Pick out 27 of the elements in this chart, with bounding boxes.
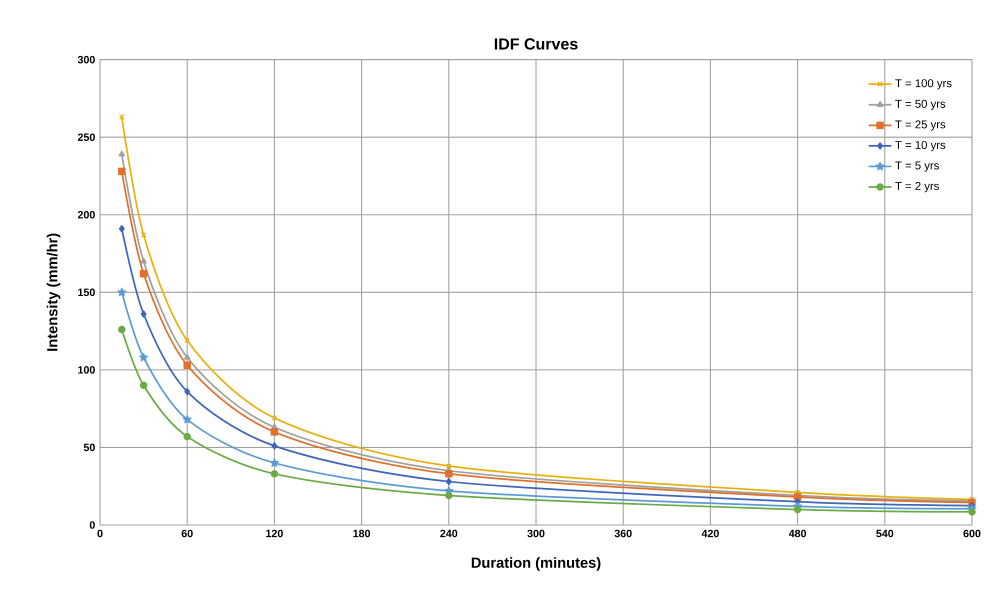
y-tick-label: 250: [78, 133, 95, 141]
x-tick-label: 180: [353, 530, 370, 538]
x-tick-label: 0: [97, 530, 103, 538]
legend-label: T = 5 yrs: [895, 162, 939, 172]
x-tick-label: 300: [527, 530, 544, 538]
y-tick-label: 150: [78, 288, 95, 296]
y-axis-title: Intensity (mm/hr): [46, 234, 60, 351]
y-tick-label: 100: [78, 366, 95, 374]
x-tick-label: 480: [788, 530, 806, 538]
legend-label: T = 2 yrs: [895, 182, 939, 192]
x-tick-label: 120: [266, 530, 283, 538]
legend-label: T = 100 yrs: [895, 79, 952, 90]
x-tick-label: 240: [440, 530, 458, 538]
x-tick-label: 60: [182, 530, 193, 538]
legend-label: T = 10 yrs: [895, 140, 946, 152]
y-tick-label: 50: [84, 444, 95, 452]
x-tick-label: 600: [964, 530, 980, 538]
x-tick-label: 360: [614, 530, 632, 538]
chart-title: IDF Curves: [494, 38, 578, 50]
y-tick-label: 200: [78, 210, 95, 219]
x-axis-title: Duration (minutes): [472, 557, 600, 571]
y-tick-label: 300: [78, 56, 95, 64]
y-tick-label: 0: [90, 521, 95, 529]
legend-label: T = 25 yrs: [895, 120, 946, 131]
legend-label: T = 50 yrs: [895, 100, 946, 110]
x-tick-label: 420: [702, 530, 719, 538]
x-tick-label: 540: [876, 530, 894, 538]
